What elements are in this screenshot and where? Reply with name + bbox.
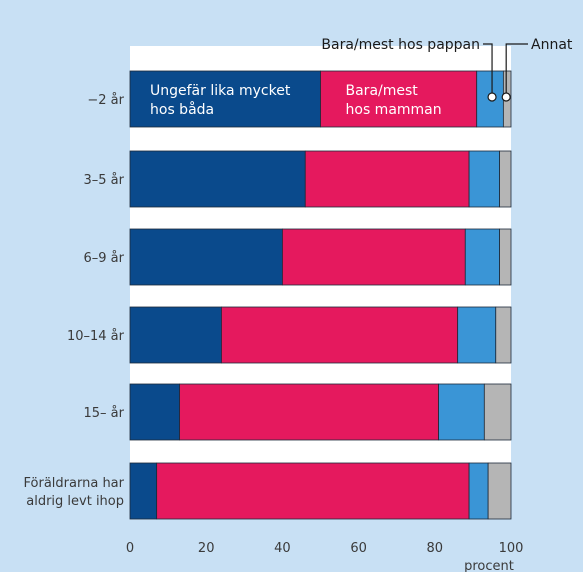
bar-4-series-2 (221, 306, 459, 364)
category-label: 10–14 år (67, 329, 125, 344)
series-label-1: Ungefär lika mycket (150, 83, 291, 99)
series-label-2: Bara/mest (346, 83, 419, 99)
bar-6-series-1 (129, 462, 158, 520)
x-axis-label: procent (464, 559, 514, 572)
callout-line-annat (505, 43, 528, 97)
bar-5-series-1 (129, 383, 180, 441)
bar-3-series-1 (129, 228, 283, 286)
bar-2-series-1 (129, 150, 306, 208)
category-label: 6–9 år (84, 251, 125, 266)
legend-callouts: Bara/mest hos pappan Annat (321, 37, 573, 102)
x-tick-label: 80 (427, 541, 444, 556)
bar-2-series-2 (304, 150, 470, 208)
x-axis-ticks: 0 20 40 60 80 100 (126, 541, 524, 556)
bar-2-series-3 (468, 150, 500, 208)
bar-1-series-2 (320, 70, 478, 128)
bar-group: Ungefär lika mycket hos båda Bara/mest hos … (129, 70, 512, 520)
legend-label-annat: Annat (531, 37, 573, 53)
bar-3-series-2 (281, 228, 466, 286)
category-labels: −2 år 3–5 år 6–9 år 10–14 år 15– år Föräldrar… (24, 93, 125, 509)
category-label: Föräldrarna har (24, 476, 125, 491)
legend-label-pappan: Bara/mest hos pappan (321, 37, 480, 53)
bar-1-series-1 (129, 70, 321, 128)
bar-5-series-4 (483, 383, 512, 441)
bar-4-series-3 (457, 306, 497, 364)
bar-3-series-4 (499, 228, 512, 286)
bar-5-series-2 (179, 383, 440, 441)
bar-6-series-4 (487, 462, 512, 520)
category-label: aldrig levt ihop (26, 494, 124, 509)
bar-4-series-1 (129, 306, 222, 364)
x-tick-label: 40 (274, 541, 291, 556)
x-tick-label: 60 (350, 541, 367, 556)
series-label-1: hos båda (150, 101, 214, 118)
x-tick-label: 20 (198, 541, 215, 556)
category-label: 3–5 år (84, 173, 125, 188)
bar-3-series-3 (464, 228, 500, 286)
callout-dot-pappan (487, 92, 497, 102)
callout-line-pappan (483, 43, 493, 97)
bar-2-series-4 (499, 150, 512, 208)
x-tick-label: 0 (126, 541, 134, 556)
x-tick-label: 100 (499, 541, 524, 556)
bar-5-series-3 (438, 383, 485, 441)
series-label-2: hos mamman (346, 102, 442, 118)
callout-dot-annat (501, 92, 511, 102)
bar-6-series-2 (156, 462, 470, 520)
category-label: 15– år (84, 406, 125, 421)
bar-6-series-3 (468, 462, 489, 520)
category-label: −2 år (87, 93, 124, 108)
bar-4-series-4 (495, 306, 512, 364)
